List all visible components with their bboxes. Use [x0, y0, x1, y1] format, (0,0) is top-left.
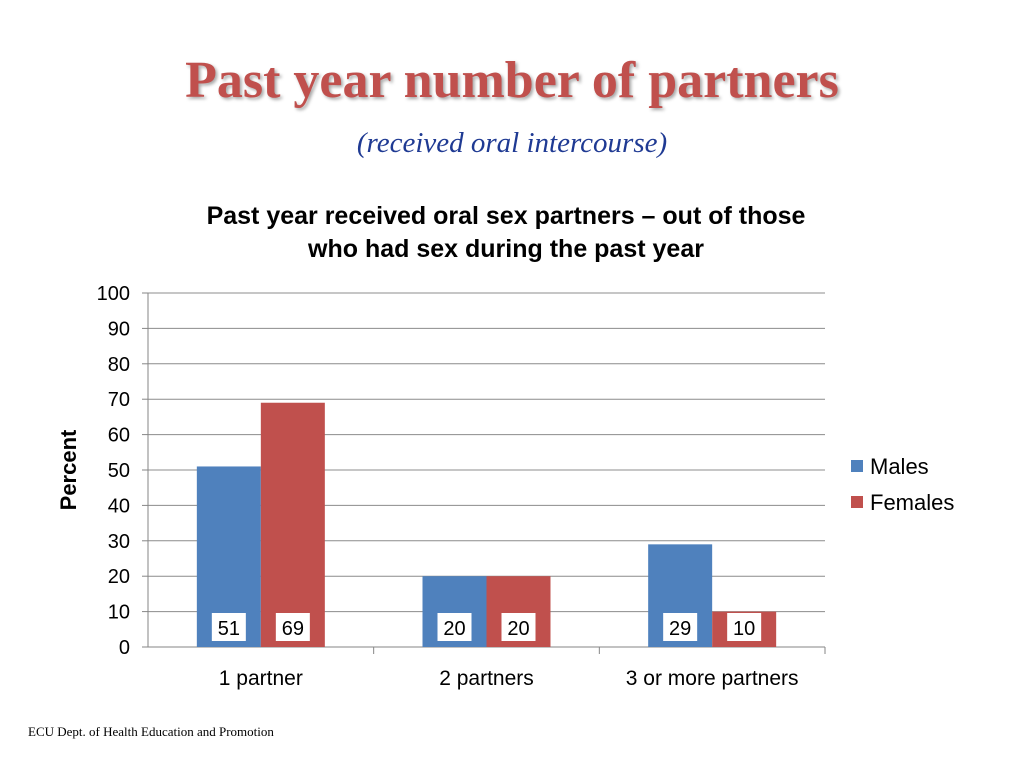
y-tick-label: 100 [97, 283, 130, 305]
data-label: 51 [218, 618, 240, 640]
x-tick-label: 1 partner [219, 667, 303, 690]
legend-swatch [851, 496, 863, 508]
slide-subtitle: (received oral intercourse) [356, 127, 668, 159]
y-tick-label: 40 [108, 495, 130, 517]
data-label: 20 [507, 618, 529, 640]
y-tick-label: 0 [119, 637, 130, 659]
y-tick-label: 50 [108, 460, 130, 482]
data-label: 20 [443, 618, 465, 640]
y-axis-label: Percent [56, 429, 81, 510]
y-tick-label: 60 [108, 425, 130, 447]
slide-title: Past year number of partners [185, 52, 839, 109]
data-label-box [275, 613, 310, 641]
legend-swatch [851, 460, 863, 472]
data-label-box [663, 613, 698, 641]
footer-credit: ECU Dept. of Health Education and Promot… [28, 724, 274, 739]
y-tick-label: 70 [108, 389, 130, 411]
data-label-box [501, 613, 536, 641]
y-tick-label: 80 [108, 354, 130, 376]
legend-label: Females [870, 490, 954, 515]
chart-title-line-1: Past year received oral sex partners – o… [206, 202, 806, 230]
x-tick-label: 3 or more partners [626, 667, 799, 690]
data-label-box [437, 613, 472, 641]
y-tick-label: 20 [108, 566, 130, 588]
chart-title-line-2: who had sex during the past year [308, 235, 704, 263]
y-tick-label: 30 [108, 531, 130, 553]
y-tick-label: 90 [108, 318, 130, 340]
legend-label: Males [870, 454, 929, 479]
chart-title: Past year received oral sex partners – o… [100, 200, 912, 266]
data-label: 10 [733, 618, 755, 640]
data-label: 69 [282, 618, 304, 640]
data-label: 29 [669, 618, 691, 640]
bar [260, 402, 325, 647]
data-label-box [211, 613, 246, 641]
y-tick-label: 10 [108, 602, 130, 624]
x-tick-label: 2 partners [439, 667, 534, 690]
data-label-box [727, 613, 762, 641]
